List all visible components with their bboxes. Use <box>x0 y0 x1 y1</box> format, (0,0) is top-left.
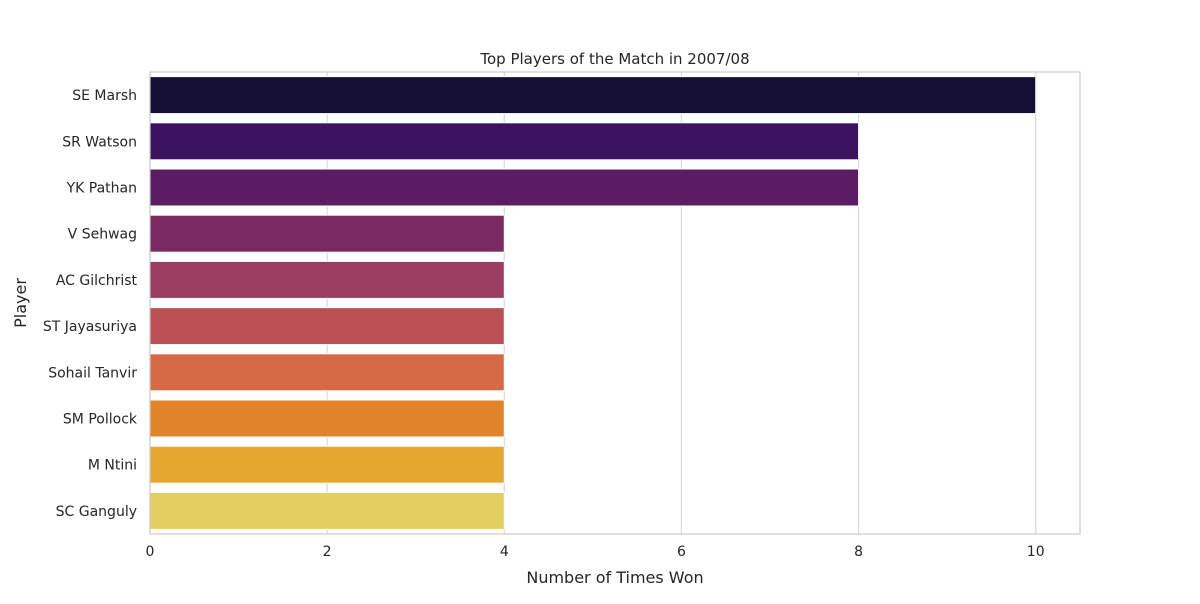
bar <box>149 168 860 207</box>
x-tick-label: 4 <box>500 544 509 560</box>
x-tick-label: 6 <box>677 544 686 560</box>
y-tick-label: V Sehwag <box>68 227 137 243</box>
y-tick-label: M Ntini <box>88 458 137 474</box>
plot-frame <box>149 71 1081 535</box>
bar <box>149 214 505 253</box>
x-axis-label: Number of Times Won <box>526 568 703 587</box>
x-tick-label: 2 <box>323 544 332 560</box>
bar <box>149 260 505 299</box>
x-tick-label: 8 <box>854 544 863 560</box>
y-tick-label: SR Watson <box>62 134 137 150</box>
y-tick-labels: SE Marsh SR Watson YK Pathan V Sehwag AC Gil… <box>43 88 138 520</box>
y-tick-label: AC Gilchrist <box>56 273 138 289</box>
x-tick-labels: 0 2 4 6 8 10 <box>146 544 1045 560</box>
bar <box>149 399 505 438</box>
y-axis-label: Player <box>11 278 30 328</box>
y-tick-label: ST Jayasuriya <box>43 319 137 335</box>
bar <box>149 76 1037 115</box>
x-tick-label: 0 <box>146 544 155 560</box>
chart-title: Top Players of the Match in 2007/08 <box>479 50 749 68</box>
bar <box>149 445 505 484</box>
bar <box>149 307 505 346</box>
bars <box>149 76 1037 530</box>
y-tick-label: SC Ganguly <box>56 504 137 520</box>
bar <box>149 491 505 530</box>
bar <box>149 122 860 161</box>
y-tick-label: YK Pathan <box>66 181 137 197</box>
y-tick-label: SM Pollock <box>63 412 138 428</box>
x-tick-label: 10 <box>1027 544 1045 560</box>
bar <box>149 353 505 392</box>
y-tick-label: SE Marsh <box>72 88 137 104</box>
y-tick-label: Sohail Tanvir <box>48 365 137 381</box>
